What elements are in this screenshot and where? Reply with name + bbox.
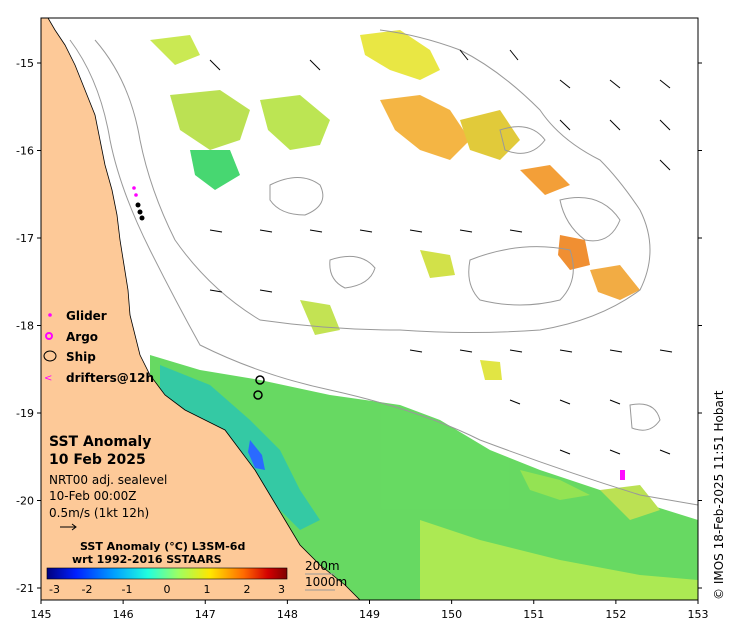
x-tick-label: 147: [195, 608, 216, 621]
x-tick-label: 150: [441, 608, 462, 621]
drifter-marker-icon: <: [44, 373, 52, 384]
ship-track: [135, 202, 265, 400]
credit-text: © IMOS 18-Feb-2025 11:51 Hobart: [712, 390, 726, 600]
y-tick-label: -21: [16, 582, 34, 595]
colorbar-tick-label: -1: [122, 583, 133, 596]
colorbar-tick-label: -2: [82, 583, 93, 596]
y-tick-label: -19: [16, 407, 34, 420]
colorbar-subtitle: wrt 1992-2016 SSTAARS: [72, 553, 222, 566]
colorbar-tick-label: 0: [164, 583, 171, 596]
observation-legend: Glider Argo Ship < drifters@12h: [43, 309, 154, 385]
x-axis: 145 146 147 148 149 150 151 152 153: [31, 600, 709, 621]
vector-time: 10-Feb 00:00Z: [49, 489, 136, 503]
ship-marker-icon: [43, 350, 57, 362]
data-source: NRT00 adj. sealevel: [49, 473, 167, 487]
x-tick-label: 145: [31, 608, 52, 621]
colorbar-tick-label: -3: [49, 583, 60, 596]
colorbar: [46, 567, 288, 580]
legend-glider-label: Glider: [66, 309, 107, 323]
y-tick-label: -15: [16, 57, 34, 70]
x-tick-label: 146: [113, 608, 134, 621]
legend-drifters-label: drifters@12h: [66, 371, 154, 385]
bathymetry-contours: [69, 29, 698, 506]
x-tick-label: 151: [523, 608, 544, 621]
legend-ship-label: Ship: [66, 350, 96, 364]
y-tick-label: -16: [16, 145, 34, 158]
vector-scale-arrow-icon: [60, 523, 77, 531]
x-tick-label: 153: [688, 608, 709, 621]
glider-marker-icon: [48, 313, 52, 317]
colorbar-title: SST Anomaly (°C) L3SM-6d: [80, 540, 245, 553]
contour-label-200m: 200m: [305, 559, 340, 573]
x-tick-label: 149: [359, 608, 380, 621]
y-axis: -15-16-17-18-19-20-21: [16, 57, 702, 595]
colorbar-tick-label: 3: [278, 583, 285, 596]
map-date: 10 Feb 2025: [49, 452, 146, 468]
current-vectors: [209, 49, 673, 455]
map-title: SST Anomaly: [49, 434, 151, 450]
colorbar-tick-label: 1: [204, 583, 211, 596]
vector-scale-label: 0.5m/s (1kt 12h): [49, 506, 149, 520]
legend-argo-label: Argo: [66, 330, 98, 344]
glider-track: [132, 186, 138, 197]
land-mass: [41, 18, 361, 600]
contour-label-1000m: 1000m: [305, 575, 347, 589]
y-tick-label: -20: [16, 495, 34, 508]
argo-marker-icon: [45, 332, 53, 340]
y-tick-label: -18: [16, 320, 34, 333]
colorbar-tick-label: 2: [244, 583, 251, 596]
x-tick-label: 152: [605, 608, 626, 621]
x-tick-label: 148: [277, 608, 298, 621]
colorbar-ticks: -3 -2 -1 0 1 2 3: [49, 583, 285, 596]
y-tick-label: -17: [16, 232, 34, 245]
